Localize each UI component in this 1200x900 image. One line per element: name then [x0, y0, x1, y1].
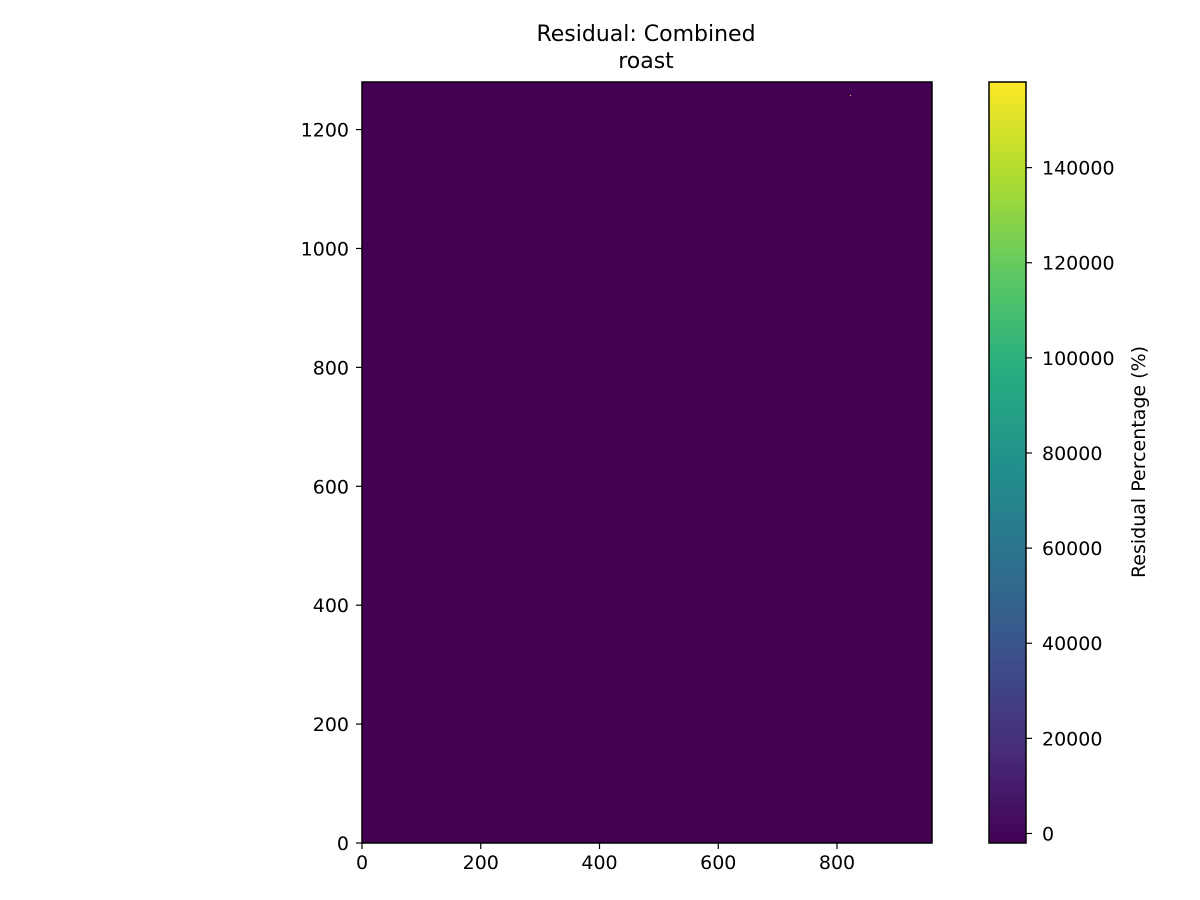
colorbar-gradient: [988, 81, 1027, 844]
colorbar-tick-label: 20000: [1042, 728, 1102, 750]
colorbar-tick-label: 0: [1042, 823, 1054, 845]
colorbar-tick-label: 140000: [1042, 158, 1115, 180]
plot-frame: [361, 81, 933, 844]
colorbar-tick-label: 60000: [1042, 538, 1102, 560]
y-tick-label: 800: [313, 357, 349, 379]
colorbar-tick-label: 100000: [1042, 348, 1115, 370]
colorbar-tick-label: 80000: [1042, 443, 1102, 465]
colorbar-label: Residual Percentage (%): [1128, 346, 1150, 578]
y-tick-label: 600: [313, 476, 349, 498]
colorbar: 020000400006000080000100000120000140000 …: [988, 81, 1150, 845]
heatmap-hotspot: [850, 95, 852, 97]
chart-title-line-1: Residual: Combined: [536, 22, 755, 47]
x-axis: 0 200 400 600 800: [356, 843, 855, 874]
y-tick-label: 1000: [301, 238, 349, 260]
x-tick-label: 0: [356, 852, 368, 874]
y-tick-label: 200: [313, 714, 349, 736]
y-tick-label: 0: [337, 833, 349, 855]
colorbar-tick-label: 120000: [1042, 253, 1115, 275]
x-tick-label: 400: [581, 852, 617, 874]
heatmap-field: [362, 82, 932, 843]
colorbar-ticks: 0 20000 40000 60000 80000 100000 120000 140000: [1026, 158, 1115, 845]
y-tick-label: 1200: [301, 120, 349, 142]
plot-area: [361, 81, 933, 844]
x-tick-label: 800: [819, 852, 855, 874]
y-tick-label: 400: [313, 595, 349, 617]
colorbar-tick-label: 40000: [1042, 633, 1102, 655]
x-tick-label: 200: [463, 852, 499, 874]
x-tick-label: 600: [700, 852, 736, 874]
chart-title-line-2: roast: [618, 49, 674, 74]
y-axis: 0 200 400 600 800 1000 1200: [301, 120, 362, 855]
